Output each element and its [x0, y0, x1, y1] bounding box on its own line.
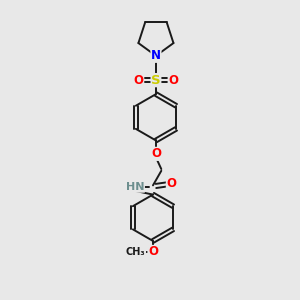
- Text: HN: HN: [126, 182, 144, 192]
- Text: CH₃: CH₃: [126, 247, 146, 257]
- Text: O: O: [168, 74, 178, 87]
- Text: O: O: [148, 245, 158, 258]
- Text: N: N: [151, 49, 161, 62]
- Text: O: O: [151, 147, 161, 161]
- Text: O: O: [167, 177, 176, 190]
- Text: S: S: [151, 74, 161, 87]
- Text: O: O: [134, 74, 144, 87]
